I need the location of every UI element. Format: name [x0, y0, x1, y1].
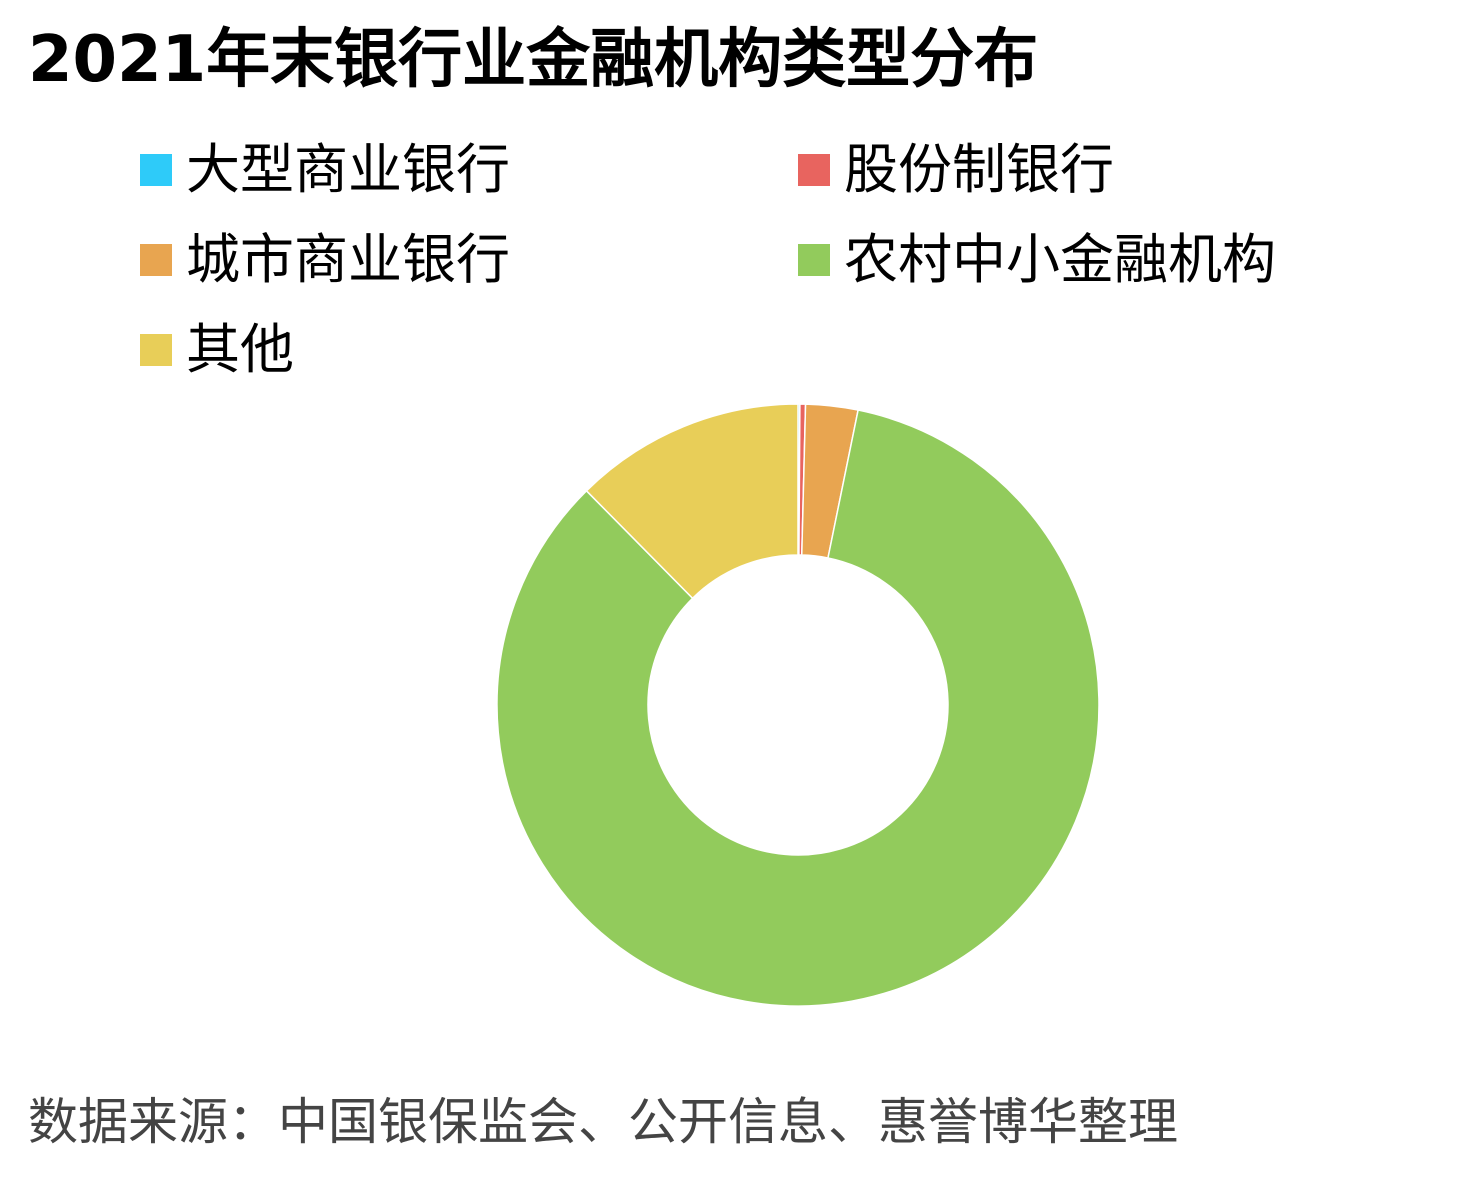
data-source-note: 数据来源：中国银保监会、公开信息、惠誉博华整理 [28, 1093, 1178, 1151]
legend-item-joint-stock-banks: 股份制银行 [798, 130, 1114, 210]
legend-swatch [140, 154, 172, 186]
legend-swatch [140, 244, 172, 276]
legend-label: 农村中小金融机构 [844, 228, 1276, 291]
legend-label: 其他 [186, 318, 294, 381]
legend-label: 城市商业银行 [186, 228, 510, 291]
donut-slice-rural-financial-institutions [496, 409, 1100, 1007]
chart-legend: 大型商业银行 股份制银行 城市商业银行 农村中小金融机构 其他 [140, 130, 1340, 390]
legend-swatch [798, 154, 830, 186]
legend-swatch [798, 244, 830, 276]
legend-item-city-commercial-banks: 城市商业银行 [140, 220, 510, 300]
legend-label: 大型商业银行 [186, 138, 510, 201]
legend-item-rural-financial-institutions: 农村中小金融机构 [798, 220, 1276, 300]
legend-swatch [140, 334, 172, 366]
donut-slice-other [585, 403, 799, 600]
legend-label: 股份制银行 [844, 138, 1114, 201]
donut-slices [496, 403, 1100, 1007]
legend-item-other: 其他 [140, 310, 294, 390]
chart-title: 2021年末银行业金融机构类型分布 [28, 23, 1039, 97]
legend-item-large-commercial-banks: 大型商业银行 [140, 130, 510, 210]
